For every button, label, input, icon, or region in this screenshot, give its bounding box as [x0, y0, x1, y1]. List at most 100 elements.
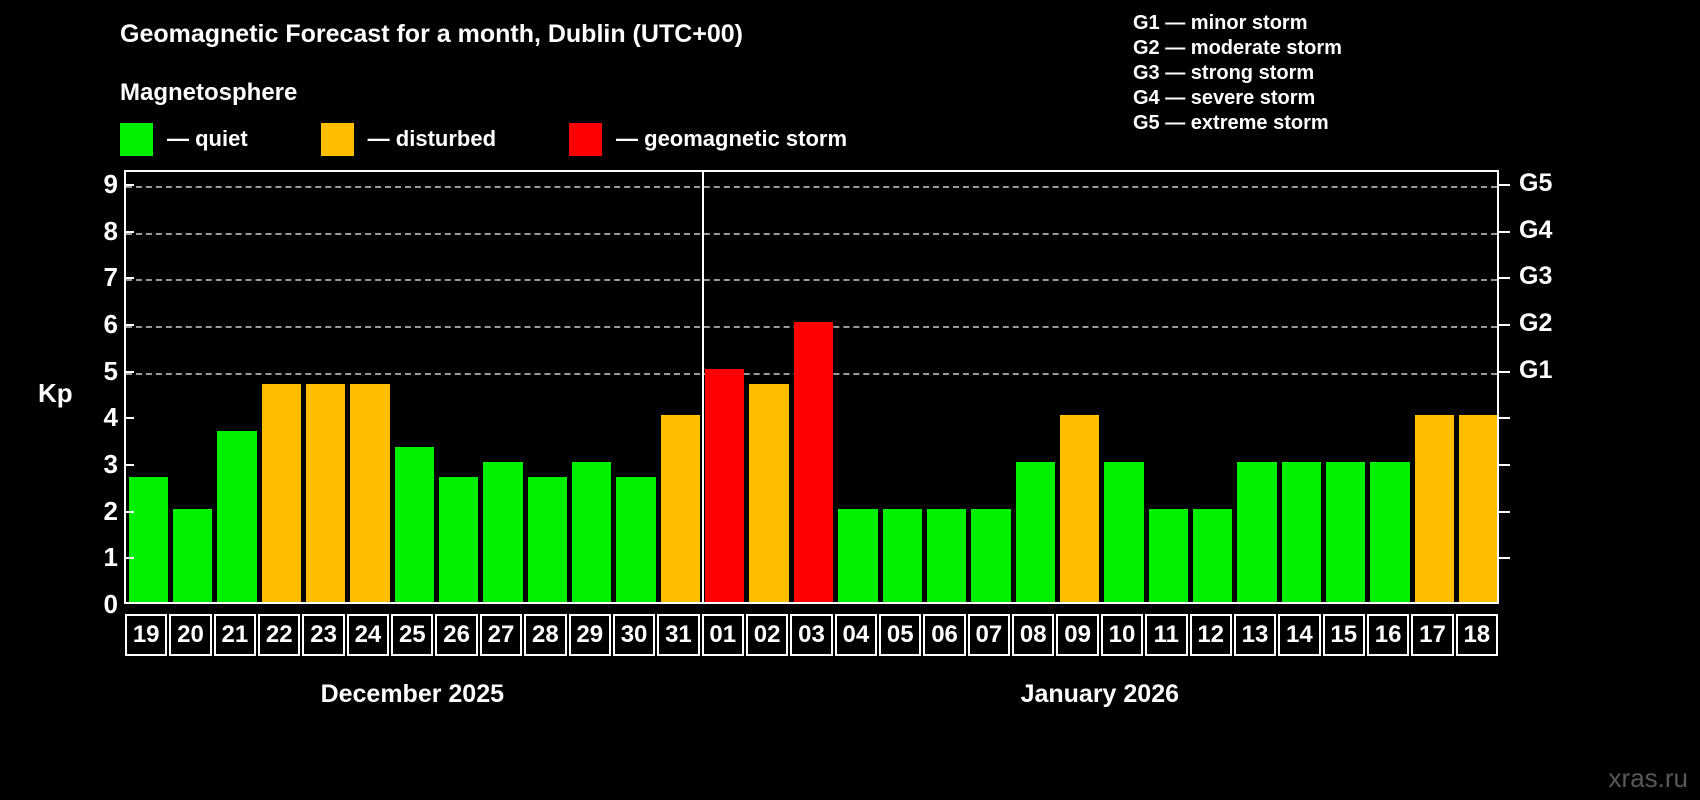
- month-caption-1: December 2025: [320, 680, 505, 708]
- y-tick-label-3: 3: [103, 449, 118, 479]
- bar-16: [1370, 462, 1410, 602]
- g-tick-mark-G2: [1499, 324, 1510, 326]
- bar-11: [1148, 508, 1188, 602]
- y-tick-mark-6: [124, 324, 134, 326]
- g-minor-tick-kp-4: [1499, 417, 1510, 420]
- bar-06: [926, 508, 967, 602]
- bar-10: [1104, 462, 1144, 602]
- y-tick-label-0: 0: [103, 589, 118, 619]
- bar-31: [660, 415, 701, 602]
- bar-25: [394, 446, 434, 602]
- y-tick-mark-9: [124, 184, 134, 186]
- date-box-26: 26: [435, 614, 478, 656]
- g-legend-row-5: G5 — extreme storm: [1133, 112, 1329, 134]
- y-tick-label-4: 4: [103, 402, 118, 433]
- g-legend-row-1: G1 — minor storm: [1133, 12, 1308, 34]
- date-box-24: 24: [346, 614, 390, 656]
- y-tick-mark-7: [124, 277, 134, 280]
- magnetosphere-label: Magnetosphere: [120, 79, 298, 106]
- gridline-kp-7: [126, 279, 1497, 282]
- date-box-17: 17: [1411, 614, 1454, 656]
- date-box-22: 22: [258, 614, 301, 656]
- date-box-19: 19: [125, 614, 168, 656]
- g-legend-row-3: G3 — strong storm: [1133, 62, 1315, 84]
- g-tick-mark-G4: [1499, 230, 1510, 233]
- g-minor-tick-kp-2: [1499, 510, 1510, 513]
- y-tick-label-5: 5: [103, 355, 118, 386]
- g-legend-row-4: G4 — severe storm: [1133, 87, 1316, 109]
- bar-02: [749, 384, 789, 602]
- date-box-12: 12: [1189, 614, 1232, 656]
- date-box-10: 10: [1100, 614, 1144, 656]
- legend-label-disturbed: — disturbed: [367, 126, 497, 151]
- bar-19: [128, 477, 168, 602]
- bar-21: [217, 430, 257, 602]
- y-tick-label-6: 6: [103, 309, 118, 339]
- y-tick-label-8: 8: [103, 215, 118, 246]
- date-box-01: 01: [701, 614, 744, 656]
- bars-layer: [126, 172, 1497, 602]
- y-tick-label-7: 7: [103, 262, 118, 293]
- gridline-kp-9: [126, 186, 1497, 188]
- color-legend: — quiet — disturbed — geomagnetic storm: [120, 122, 847, 156]
- bar-03: [793, 322, 834, 602]
- bar-09: [1059, 415, 1100, 602]
- bar-28: [527, 477, 568, 602]
- date-box-05: 05: [879, 614, 922, 656]
- gridline-kp-8: [126, 232, 1497, 235]
- y-tick-mark-1: [124, 557, 134, 560]
- bar-17: [1414, 415, 1455, 602]
- y-tick-mark-4: [124, 417, 134, 420]
- date-box-18: 18: [1455, 614, 1498, 656]
- legend-entry-disturbed: — disturbed: [320, 122, 497, 156]
- g-tick-mark-G1: [1499, 370, 1510, 373]
- legend-swatch-geomagnetic-storm: [569, 122, 603, 156]
- bar-12: [1193, 508, 1233, 602]
- bar-13: [1237, 462, 1277, 602]
- date-box-16: 16: [1366, 614, 1410, 656]
- date-box-28: 28: [524, 614, 567, 656]
- bar-14: [1281, 462, 1322, 602]
- date-box-02: 02: [745, 614, 789, 656]
- date-box-13: 13: [1233, 614, 1277, 656]
- g-tick-mark-G5: [1499, 184, 1510, 186]
- bar-26: [438, 477, 479, 602]
- date-box-29: 29: [568, 614, 611, 656]
- bar-24: [350, 384, 390, 602]
- y-tick-label-9: 9: [103, 169, 118, 199]
- date-box-14: 14: [1278, 614, 1321, 656]
- bar-30: [616, 477, 656, 602]
- legend-label-geomagnetic-storm: — geomagnetic storm: [616, 126, 848, 151]
- bar-18: [1459, 415, 1497, 602]
- legend-swatch-disturbed: [320, 122, 354, 156]
- g-tick-label-G2: G2: [1519, 309, 1553, 337]
- legend-entry-quiet: — quiet: [120, 122, 248, 156]
- date-box-31: 31: [657, 614, 700, 656]
- date-box-27: 27: [479, 614, 523, 656]
- date-box-25: 25: [391, 614, 434, 656]
- y-axis-gscale: G1 G2 G3 G4 G5: [1499, 170, 1699, 604]
- bar-29: [572, 462, 612, 602]
- month-caption-2: January 2026: [1020, 680, 1180, 708]
- plot-area: [124, 170, 1499, 604]
- date-box-21: 21: [213, 614, 257, 656]
- y-axis-kp: 0 1 2 3 4 5 6 7 8 9: [78, 169, 134, 617]
- y-tick-mark-2: [124, 510, 134, 513]
- y-tick-label-2: 2: [103, 495, 118, 526]
- g-scale-legend: G1 — minor storm G2 — moderate storm G3 — …: [1133, 11, 1342, 136]
- bar-27: [483, 462, 523, 602]
- bar-22: [261, 384, 301, 602]
- date-box-07: 07: [967, 614, 1011, 656]
- g-tick-label-G5: G5: [1519, 169, 1553, 197]
- bar-04: [838, 508, 878, 602]
- plot-inner: [126, 172, 1497, 602]
- y-tick-mark-8: [124, 230, 134, 233]
- legend-label-quiet: — quiet: [167, 126, 248, 151]
- date-box-04: 04: [834, 614, 878, 656]
- legend-swatch-quiet: [120, 122, 153, 156]
- y-tick-label-1: 1: [103, 542, 118, 573]
- bar-20: [172, 508, 213, 602]
- date-box-11: 11: [1145, 614, 1188, 656]
- page-title: Geomagnetic Forecast for a month, Dublin…: [120, 20, 743, 48]
- date-box-08: 08: [1012, 614, 1055, 656]
